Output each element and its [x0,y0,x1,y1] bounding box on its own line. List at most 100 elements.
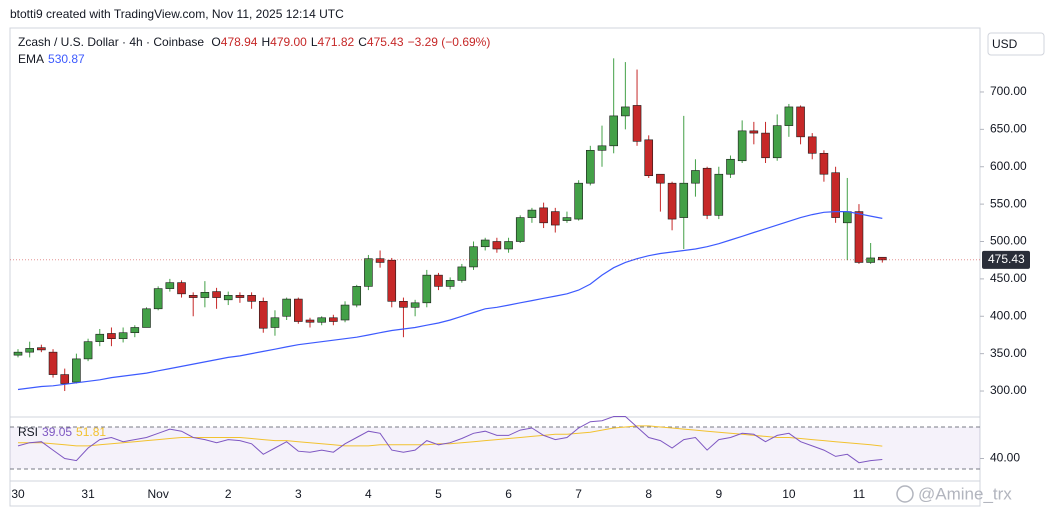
candle-body [550,211,560,226]
ohlc-val: 475.43 [366,35,404,49]
ohlc-val: 478.94 [220,35,258,49]
candle-body [258,301,268,329]
x-tick-label: 11 [853,487,866,501]
y-tick-label: 500.00 [990,234,1027,248]
candle-body [749,130,759,134]
candle-body [469,246,478,268]
currency: USD [992,37,1018,51]
candle-body [212,291,221,298]
change: −3.29 (−0.69%) [407,35,491,49]
candle-body [142,308,151,328]
candle-body [223,295,233,301]
candle-body [772,125,782,159]
y-tick-label: 350.00 [990,346,1027,360]
candle-body [761,132,770,159]
candle-body [399,301,408,308]
candle-body [878,256,887,261]
candle-body [586,149,595,184]
currency-box[interactable] [987,32,1045,56]
candle-body [200,292,210,298]
y-tick-label: 700.00 [990,84,1027,98]
candle-body [831,172,840,218]
candle-body [667,182,677,220]
candle-body [177,282,186,295]
candle-body [737,130,747,162]
candle-body [60,374,70,384]
candle-body [340,304,350,321]
candle-body [492,241,502,250]
candle-body [597,145,607,151]
y-tick-label: 650.00 [990,122,1027,136]
rsi-band [10,426,980,470]
x-tick-label: 3 [295,487,302,501]
candle-body [819,152,829,175]
rsi-name: RSI [18,425,39,439]
candle-body [235,295,245,298]
candle-body [317,317,326,323]
y-tick-label: 400.00 [990,308,1027,322]
candle-body [632,105,642,142]
candle-body [25,348,34,353]
candle-body [95,333,105,342]
ohlc-key: C [358,35,367,49]
rsi-ma-value: 51.81 [76,425,107,439]
candle-body [188,295,198,298]
candle-body [422,274,432,304]
candle-body [294,298,303,322]
watermark-icon [896,485,914,503]
candle-body [270,317,280,328]
candle-body [445,280,455,287]
candle-body [621,106,630,117]
candle-body [644,139,654,177]
ema-name: EMA [18,52,45,66]
ohlc-val: 479.00 [270,35,307,49]
ohlc-val: 471.82 [317,35,355,49]
last-price-label: 475.43 [988,252,1025,266]
candle-body [48,351,58,375]
candle-body [247,295,256,302]
x-tick-label: 7 [575,487,582,501]
candle-body [691,170,700,184]
candle-body [364,258,373,287]
ohlc-key: L [310,35,318,49]
rsi-legend: RSI 39.05 51.81 [18,425,110,439]
candle-body [13,351,23,356]
candle-body [527,209,537,218]
last-price-box [982,250,1030,269]
candle-body [375,258,385,263]
candle-body [574,182,583,220]
y-tick-label: 300.00 [990,383,1027,397]
candle-body [480,239,490,248]
candle-body [854,211,864,263]
watermark: @Amine_trx [918,484,1012,503]
candle-body [866,257,875,263]
x-tick-label: 2 [225,487,232,501]
candle-body [515,217,525,242]
symbol: Zcash / U.S. Dollar · 4h · Coinbase [18,35,205,49]
ohlc-key: O [211,35,221,49]
candle-body [153,288,163,310]
candle-body [702,167,712,216]
candle-body [457,266,467,281]
candle-body [656,173,665,184]
candle-body [165,282,175,289]
ohlc-key: H [261,35,271,49]
x-tick-label: 10 [782,487,796,501]
candle-body [118,332,128,339]
candle-body [609,115,618,147]
candle-body [807,136,817,154]
x-tick-label: 6 [505,487,512,501]
candle-body [329,317,338,322]
candle-body [842,211,852,224]
candle-body [796,106,805,138]
ema-legend: EMA 530.87 [18,52,89,66]
candle-body [107,333,116,339]
candle-body [282,298,291,317]
y-tick-label: 450.00 [990,271,1027,285]
candle-body [562,217,572,221]
candle-body [130,327,140,334]
y-tick-label: 550.00 [990,196,1027,210]
candle-body [352,286,362,306]
